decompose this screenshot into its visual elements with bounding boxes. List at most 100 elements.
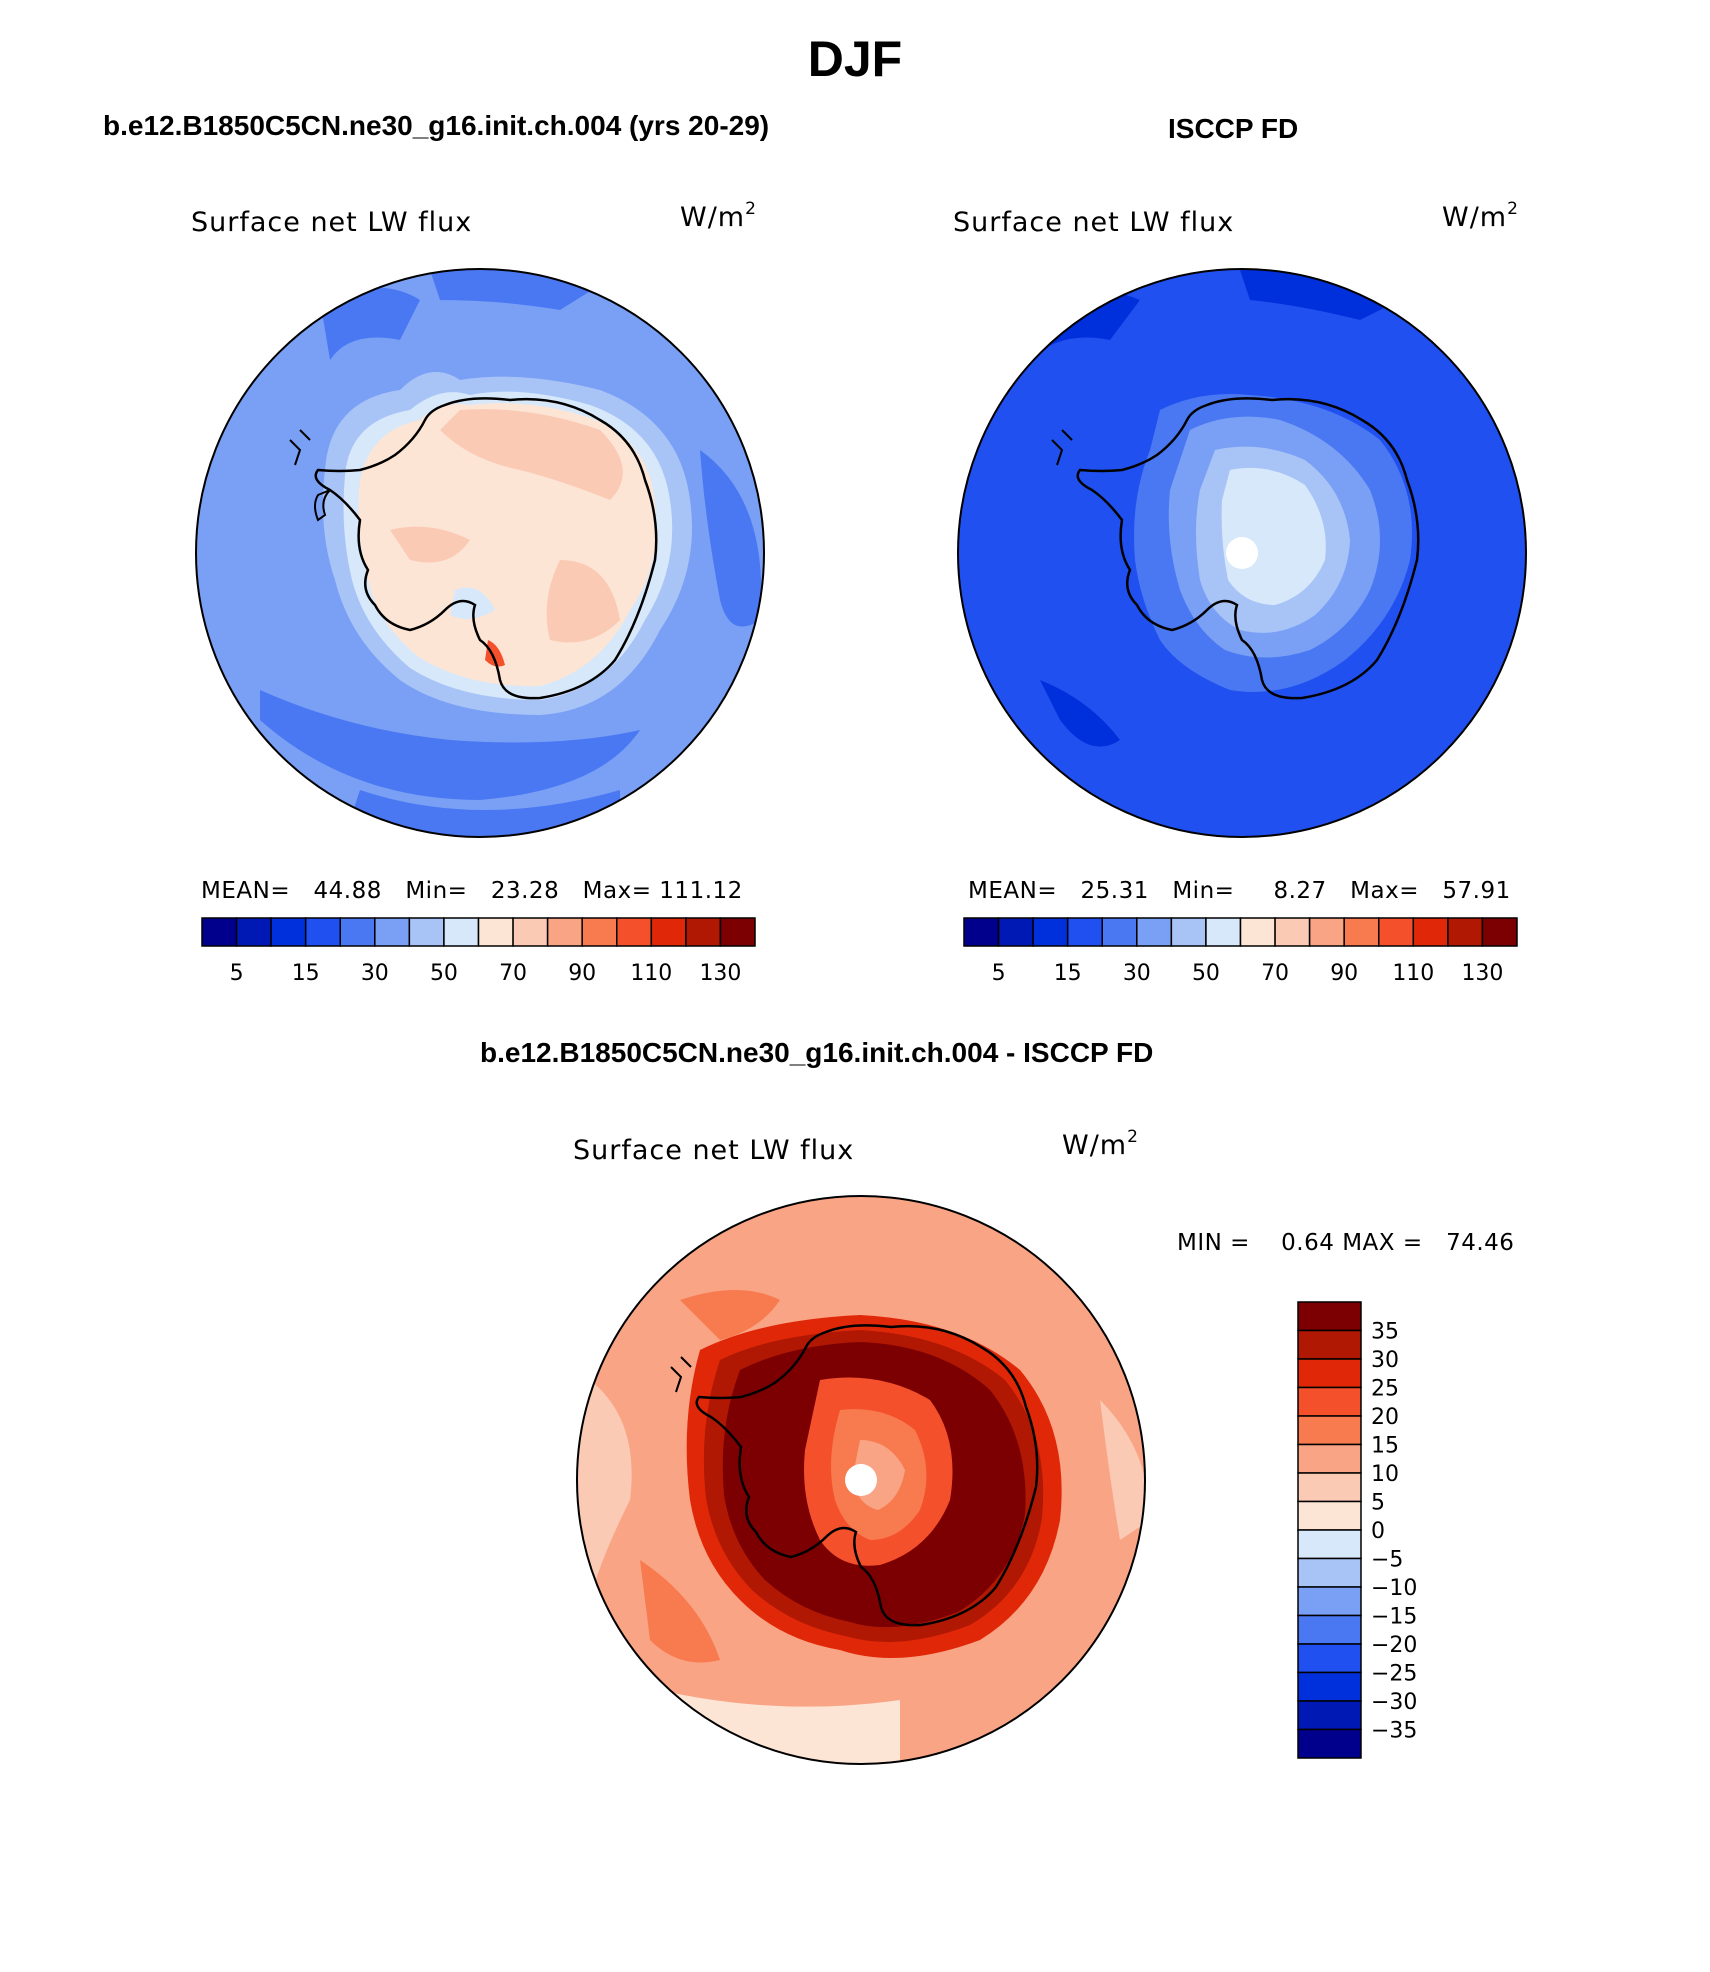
colorbar-swatch [1297, 1728, 1362, 1759]
colorbar-swatch [1136, 917, 1173, 947]
colorbar-tick-label: −30 [1371, 1690, 1417, 1715]
ocean-band [700, 450, 762, 627]
min-label: Min= [1172, 878, 1235, 904]
model-field-label: Surface net LW flux [191, 207, 473, 238]
max-label: MAX = [1342, 1230, 1423, 1256]
colorbar-tick-label: 50 [1192, 961, 1220, 986]
ocean-band [320, 287, 420, 360]
colorbar-swatch [201, 917, 238, 947]
ocean-band [1240, 270, 1400, 320]
colorbar-tick-label: 15 [292, 961, 320, 986]
colorbar-swatch [1308, 917, 1345, 947]
min-label: Min= [405, 878, 468, 904]
colorbar-tick-label: 90 [1330, 961, 1358, 986]
page-title: DJF [807, 31, 903, 87]
colorbar-swatch [650, 917, 687, 947]
colorbar-swatch [1297, 1415, 1362, 1446]
obs-stats: MEAN= 25.31 Min= 8.27 Max= 57.91 [968, 878, 1511, 904]
diff-stats: MIN = 0.64 MAX = 74.46 [1177, 1230, 1514, 1256]
colorbar-swatch [997, 917, 1034, 947]
colorbar-swatch [546, 917, 583, 947]
colorbar-swatch [1066, 917, 1103, 947]
min-value: 0.64 [1281, 1230, 1335, 1256]
min-value: 8.27 [1273, 878, 1327, 904]
colorbar-tick-label: 130 [1461, 961, 1503, 986]
colorbar-swatch [1032, 917, 1069, 947]
coastline-detail [314, 489, 331, 522]
model-units: W/m2 [680, 199, 757, 233]
map-border [957, 268, 1527, 838]
coastline [695, 1324, 1039, 1627]
ocean-patch [577, 1380, 632, 1600]
diff-colorbar: 35 30 25 20 15 10 5 0 −5 −10 −15 −20 −25 −30 −35 [1297, 1301, 1417, 1759]
max-value: 111.12 [659, 878, 743, 904]
max-label: Max= [1350, 878, 1419, 904]
colorbar-swatch [1297, 1386, 1362, 1417]
model-polar-map [195, 268, 765, 838]
max-label: Max= [582, 878, 652, 904]
peninsula-coast [1051, 429, 1073, 466]
mean-label: MEAN= [201, 878, 291, 904]
map-border [576, 1195, 1146, 1765]
colorbar-swatch [581, 917, 618, 947]
difference-polar-map [576, 1195, 1146, 1765]
ocean-patch [680, 1290, 780, 1340]
map-border [195, 268, 765, 838]
model-stats: MEAN= 44.88 Min= 23.28 Max= 111.12 [201, 878, 743, 904]
colorbar-swatch [1297, 1614, 1362, 1645]
colorbar-tick-label: 5 [230, 961, 244, 986]
obs-colorbar: 5 15 30 50 70 90 110 130 [963, 917, 1518, 986]
warm-spot [485, 640, 505, 667]
model-panel-header: b.e12.B1850C5CN.ne30_g16.init.ch.004 (yr… [103, 110, 770, 141]
colorbar-swatch [235, 917, 272, 947]
colorbar-swatch [512, 917, 549, 947]
colorbar-tick-label: 20 [1371, 1405, 1399, 1430]
colorbar-tick-label: 5 [992, 961, 1006, 986]
obs-field-label: Surface net LW flux [953, 207, 1235, 238]
colorbar-tick-label: −15 [1371, 1605, 1417, 1630]
plateau-center [1221, 467, 1326, 605]
peninsula-coast [289, 429, 311, 466]
continent-warm-patch [440, 409, 623, 500]
colorbar-tick-label: 15 [1054, 961, 1082, 986]
colorbar-swatch [270, 917, 307, 947]
colorbar-swatch [1297, 1671, 1362, 1702]
colorbar-swatch [1297, 1557, 1362, 1588]
colorbar-swatch [1297, 1643, 1362, 1674]
ocean-patch [640, 1560, 720, 1663]
colorbar-tick-label: 70 [499, 961, 527, 986]
model-colorbar: 5 15 30 50 70 90 110 130 [201, 917, 756, 986]
colorbar-tick-label: 50 [430, 961, 458, 986]
colorbar-swatch [616, 917, 653, 947]
peninsula-coast [670, 1356, 692, 1393]
obs-polar-map [957, 268, 1527, 838]
colorbar-swatch [443, 917, 480, 947]
colorbar-swatch [1378, 917, 1415, 947]
colorbar-swatch [374, 917, 411, 947]
colorbar-swatch [685, 917, 722, 947]
ocean-patch [1100, 1400, 1145, 1540]
colorbar-swatch [1297, 1329, 1362, 1360]
mean-value: 44.88 [313, 878, 382, 904]
colorbar-swatch [1274, 917, 1311, 947]
colorbar-swatch [1412, 917, 1449, 947]
max-value: 74.46 [1446, 1230, 1515, 1256]
colorbar-swatch [408, 917, 445, 947]
colorbar-tick-label: 30 [1371, 1348, 1399, 1373]
obs-panel-header: ISCCP FD [1168, 113, 1299, 144]
colorbar-tick-label: −10 [1371, 1576, 1417, 1601]
colorbar-tick-label: 90 [568, 961, 596, 986]
mean-value: 25.31 [1080, 878, 1149, 904]
colorbar-swatch [1297, 1301, 1362, 1332]
colorbar-swatch [1239, 917, 1276, 947]
colorbar-tick-label: 0 [1371, 1519, 1385, 1544]
colorbar-tick-label: 130 [699, 961, 741, 986]
colorbar-tick-label: 35 [1371, 1320, 1399, 1345]
pole-hole [1226, 537, 1258, 569]
min-label: MIN = [1177, 1230, 1250, 1256]
colorbar-swatch [1447, 917, 1484, 947]
colorbar-tick-label: 110 [630, 961, 672, 986]
colorbar-tick-label: −25 [1371, 1662, 1417, 1687]
colorbar-tick-label: 15 [1371, 1434, 1399, 1459]
